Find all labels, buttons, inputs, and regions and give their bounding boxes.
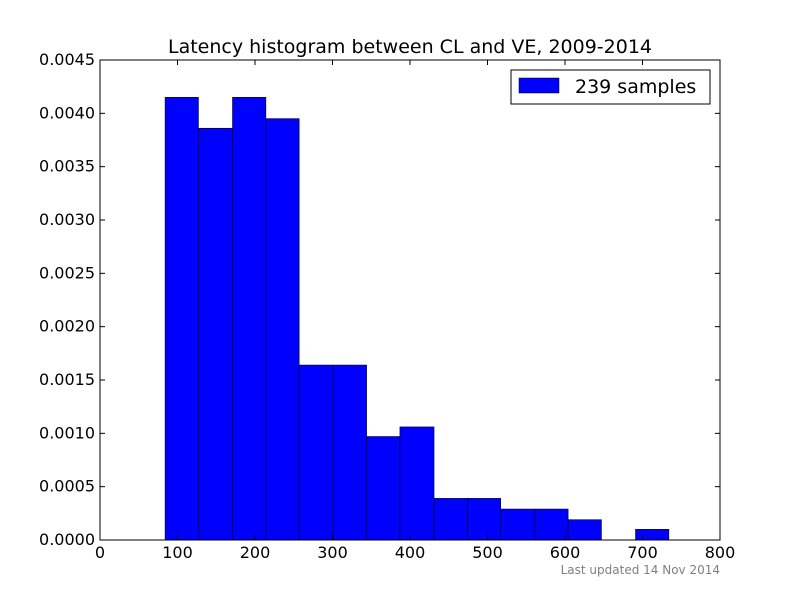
y-tick-label: 0.0010 <box>39 423 95 442</box>
histogram-bar <box>567 519 602 541</box>
footer-note: Last updated 14 Nov 2014 <box>561 563 720 577</box>
histogram-bar <box>500 508 536 541</box>
y-tick-label: 0.0040 <box>39 103 95 122</box>
x-tick-label: 500 <box>472 543 503 562</box>
y-tick-label: 0.0035 <box>39 157 95 176</box>
bars-layer <box>164 97 670 541</box>
legend-label: 239 samples <box>575 76 696 98</box>
x-tick-label: 600 <box>550 543 581 562</box>
y-tick-label: 0.0005 <box>39 477 95 496</box>
x-tick-label: 300 <box>317 543 348 562</box>
x-tick-labels: 0 100 200 300 400 500 600 700 800 <box>95 543 735 562</box>
histogram-bar <box>366 436 401 541</box>
y-tick-labels: 0.0000 0.0005 0.0010 0.0015 0.0020 0.0025 0.00… <box>39 50 95 549</box>
histogram-bar <box>198 127 233 541</box>
legend-swatch <box>518 77 560 94</box>
x-tick-label: 100 <box>162 543 193 562</box>
histogram-bar <box>467 498 501 541</box>
x-tick-label: 700 <box>627 543 658 562</box>
histogram-bar <box>332 364 367 541</box>
x-tick-label: 200 <box>240 543 271 562</box>
histogram-bar <box>635 529 670 541</box>
histogram-bar <box>433 498 468 541</box>
y-tick-label: 0.0025 <box>39 263 95 282</box>
y-tick-label: 0.0045 <box>39 50 95 69</box>
legend: 239 samples <box>510 69 711 105</box>
y-tick-label: 0.0000 <box>39 530 95 549</box>
chart-title: Latency histogram between CL and VE, 200… <box>168 36 652 58</box>
histogram-bar <box>298 364 334 541</box>
histogram-bar <box>534 508 569 541</box>
x-tick-label: 0 <box>95 543 105 562</box>
x-tick-label: 400 <box>395 543 426 562</box>
y-tick-label: 0.0020 <box>39 317 95 336</box>
y-tick-label: 0.0015 <box>39 370 95 389</box>
y-tick-label: 0.0030 <box>39 210 95 229</box>
x-tick-label: 800 <box>705 543 736 562</box>
histogram-bar <box>399 426 435 541</box>
ticks-layer <box>99 59 721 541</box>
histogram-bar <box>265 118 300 541</box>
histogram-bar <box>164 97 199 541</box>
histogram-bar <box>232 97 267 541</box>
